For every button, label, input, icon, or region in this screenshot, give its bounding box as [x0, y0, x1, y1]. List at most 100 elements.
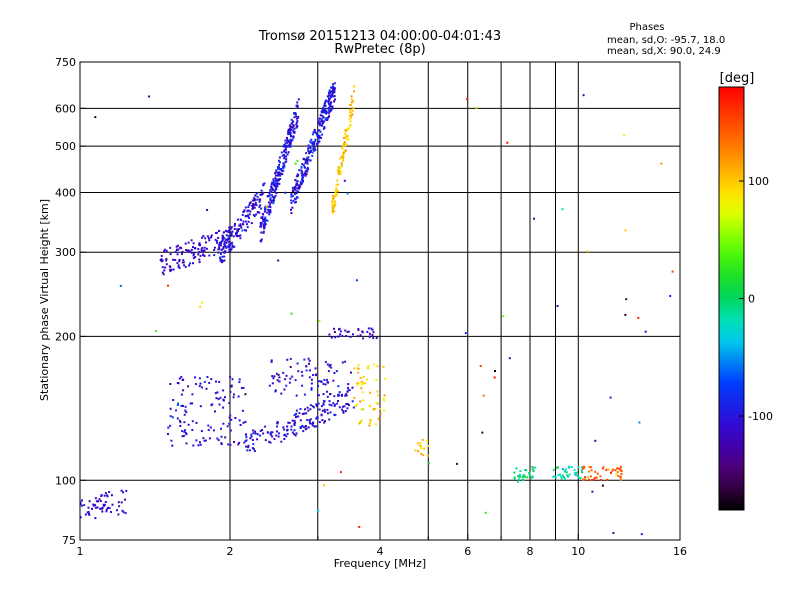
data-point — [318, 136, 321, 139]
data-point — [294, 421, 297, 424]
data-point — [369, 419, 372, 421]
data-point — [163, 269, 166, 272]
data-point — [320, 118, 323, 121]
x-tick-label: 8 — [527, 545, 534, 558]
data-point — [278, 163, 281, 166]
data-point — [304, 425, 307, 427]
data-point — [332, 402, 335, 405]
data-point — [304, 160, 307, 163]
data-point — [199, 305, 202, 308]
data-point — [320, 413, 323, 416]
data-point — [349, 124, 352, 127]
data-point — [228, 228, 231, 231]
data-point — [191, 393, 194, 396]
data-point — [619, 465, 622, 468]
data-point — [238, 441, 241, 444]
data-point — [323, 102, 326, 105]
data-point — [346, 390, 349, 393]
data-point — [530, 476, 533, 479]
data-point — [557, 466, 559, 469]
data-point — [361, 391, 364, 394]
data-point — [269, 198, 272, 201]
data-point — [352, 100, 355, 103]
data-point — [269, 211, 272, 213]
data-point — [290, 428, 293, 431]
data-point — [237, 235, 240, 237]
data-point — [217, 236, 220, 239]
data-point — [333, 82, 336, 85]
data-point — [326, 390, 329, 393]
data-point — [179, 421, 182, 424]
data-point — [176, 253, 179, 256]
data-point — [209, 426, 212, 429]
data-point — [87, 506, 90, 509]
data-point — [259, 434, 262, 437]
data-point — [329, 364, 332, 367]
data-point — [308, 151, 311, 154]
data-point — [288, 421, 291, 424]
y-tick-label: 500 — [55, 140, 76, 153]
data-point — [606, 478, 609, 481]
data-point — [289, 134, 292, 137]
data-point — [369, 422, 372, 425]
data-point — [226, 239, 229, 242]
data-point — [344, 129, 347, 132]
data-point — [180, 393, 183, 396]
data-point — [256, 433, 259, 436]
data-point — [273, 190, 276, 192]
data-point — [251, 204, 254, 207]
y-axis: 75 100 200 300 400 500 600 750 — [55, 56, 86, 547]
data-point — [248, 204, 251, 206]
data-point — [183, 413, 186, 416]
data-point — [169, 424, 172, 427]
data-point — [220, 427, 222, 430]
data-point — [285, 136, 288, 139]
data-point — [245, 439, 248, 442]
data-point — [198, 377, 201, 380]
data-point — [87, 511, 90, 513]
data-point — [506, 141, 509, 144]
data-point — [350, 95, 353, 98]
data-point — [285, 144, 287, 147]
data-point — [230, 234, 233, 237]
data-point — [612, 468, 614, 471]
data-point — [375, 337, 378, 339]
data-point — [238, 224, 241, 227]
data-point — [351, 386, 354, 389]
data-point — [214, 410, 216, 413]
data-point — [176, 262, 179, 265]
data-point — [337, 393, 340, 396]
data-point — [313, 406, 315, 409]
data-point — [229, 414, 232, 417]
data-point — [304, 171, 307, 174]
data-point — [426, 454, 429, 457]
data-point — [207, 424, 210, 427]
data-point — [312, 131, 315, 134]
data-point — [329, 90, 332, 93]
data-point — [217, 439, 220, 442]
data-point — [277, 171, 280, 174]
data-point — [293, 197, 296, 200]
data-point — [232, 235, 235, 238]
data-point — [327, 112, 330, 115]
data-point — [570, 466, 573, 468]
data-point — [277, 259, 280, 262]
data-point — [279, 178, 281, 180]
data-point — [301, 177, 304, 180]
data-point — [296, 120, 299, 123]
data-point — [176, 248, 179, 251]
data-point — [351, 400, 354, 403]
data-point — [584, 476, 587, 478]
data-point — [285, 158, 288, 161]
data-point — [101, 507, 104, 510]
data-point — [328, 403, 331, 406]
data-point — [222, 406, 225, 409]
data-point — [338, 391, 341, 394]
data-point — [333, 205, 336, 208]
data-point — [252, 206, 254, 209]
data-point — [329, 411, 332, 414]
data-point — [311, 151, 314, 154]
data-point — [185, 442, 188, 445]
grid — [80, 62, 680, 540]
data-point — [346, 330, 349, 333]
